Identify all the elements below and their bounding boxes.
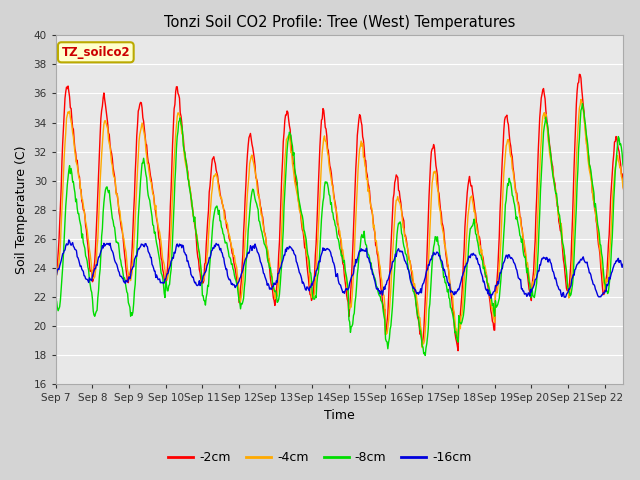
-8cm [280,228,287,233]
-2cm [257,205,265,211]
-8cm [443,284,451,289]
X-axis label: Time: Time [324,409,355,422]
Legend: -2cm, -4cm, -8cm, -16cm: -2cm, -4cm, -8cm, -16cm [163,446,477,469]
-4cm [577,96,585,102]
-4cm [121,242,129,248]
-16cm [280,252,288,258]
-4cm [637,276,640,282]
-16cm [258,263,266,269]
-16cm [122,280,129,286]
-2cm [575,72,583,77]
-2cm [52,268,60,274]
-16cm [637,290,640,296]
-16cm [65,237,73,243]
-16cm [443,274,451,279]
-2cm [454,348,462,354]
-8cm [637,275,640,280]
-16cm [229,282,237,288]
-4cm [409,276,417,281]
-2cm [442,252,450,257]
-8cm [409,288,417,294]
Line: -16cm: -16cm [56,240,640,300]
-4cm [419,345,426,350]
Line: -8cm: -8cm [56,104,640,356]
-16cm [410,285,418,290]
-2cm [409,278,417,284]
-8cm [121,275,129,281]
-8cm [579,101,586,107]
-4cm [257,212,265,218]
-4cm [443,252,451,257]
-16cm [52,273,60,279]
-4cm [280,188,287,193]
-16cm [633,297,640,302]
-4cm [228,246,236,252]
Title: Tonzi Soil CO2 Profile: Tree (West) Temperatures: Tonzi Soil CO2 Profile: Tree (West) Temp… [164,15,515,30]
Text: TZ_soilco2: TZ_soilco2 [61,46,130,59]
-2cm [280,139,287,144]
-8cm [228,261,236,266]
-8cm [257,227,265,233]
-8cm [52,296,60,302]
-2cm [637,283,640,288]
Line: -2cm: -2cm [56,74,640,351]
-4cm [52,269,60,275]
-2cm [228,251,236,256]
-2cm [121,251,129,256]
Line: -4cm: -4cm [56,99,640,348]
Y-axis label: Soil Temperature (C): Soil Temperature (C) [15,145,28,274]
-8cm [421,353,429,359]
